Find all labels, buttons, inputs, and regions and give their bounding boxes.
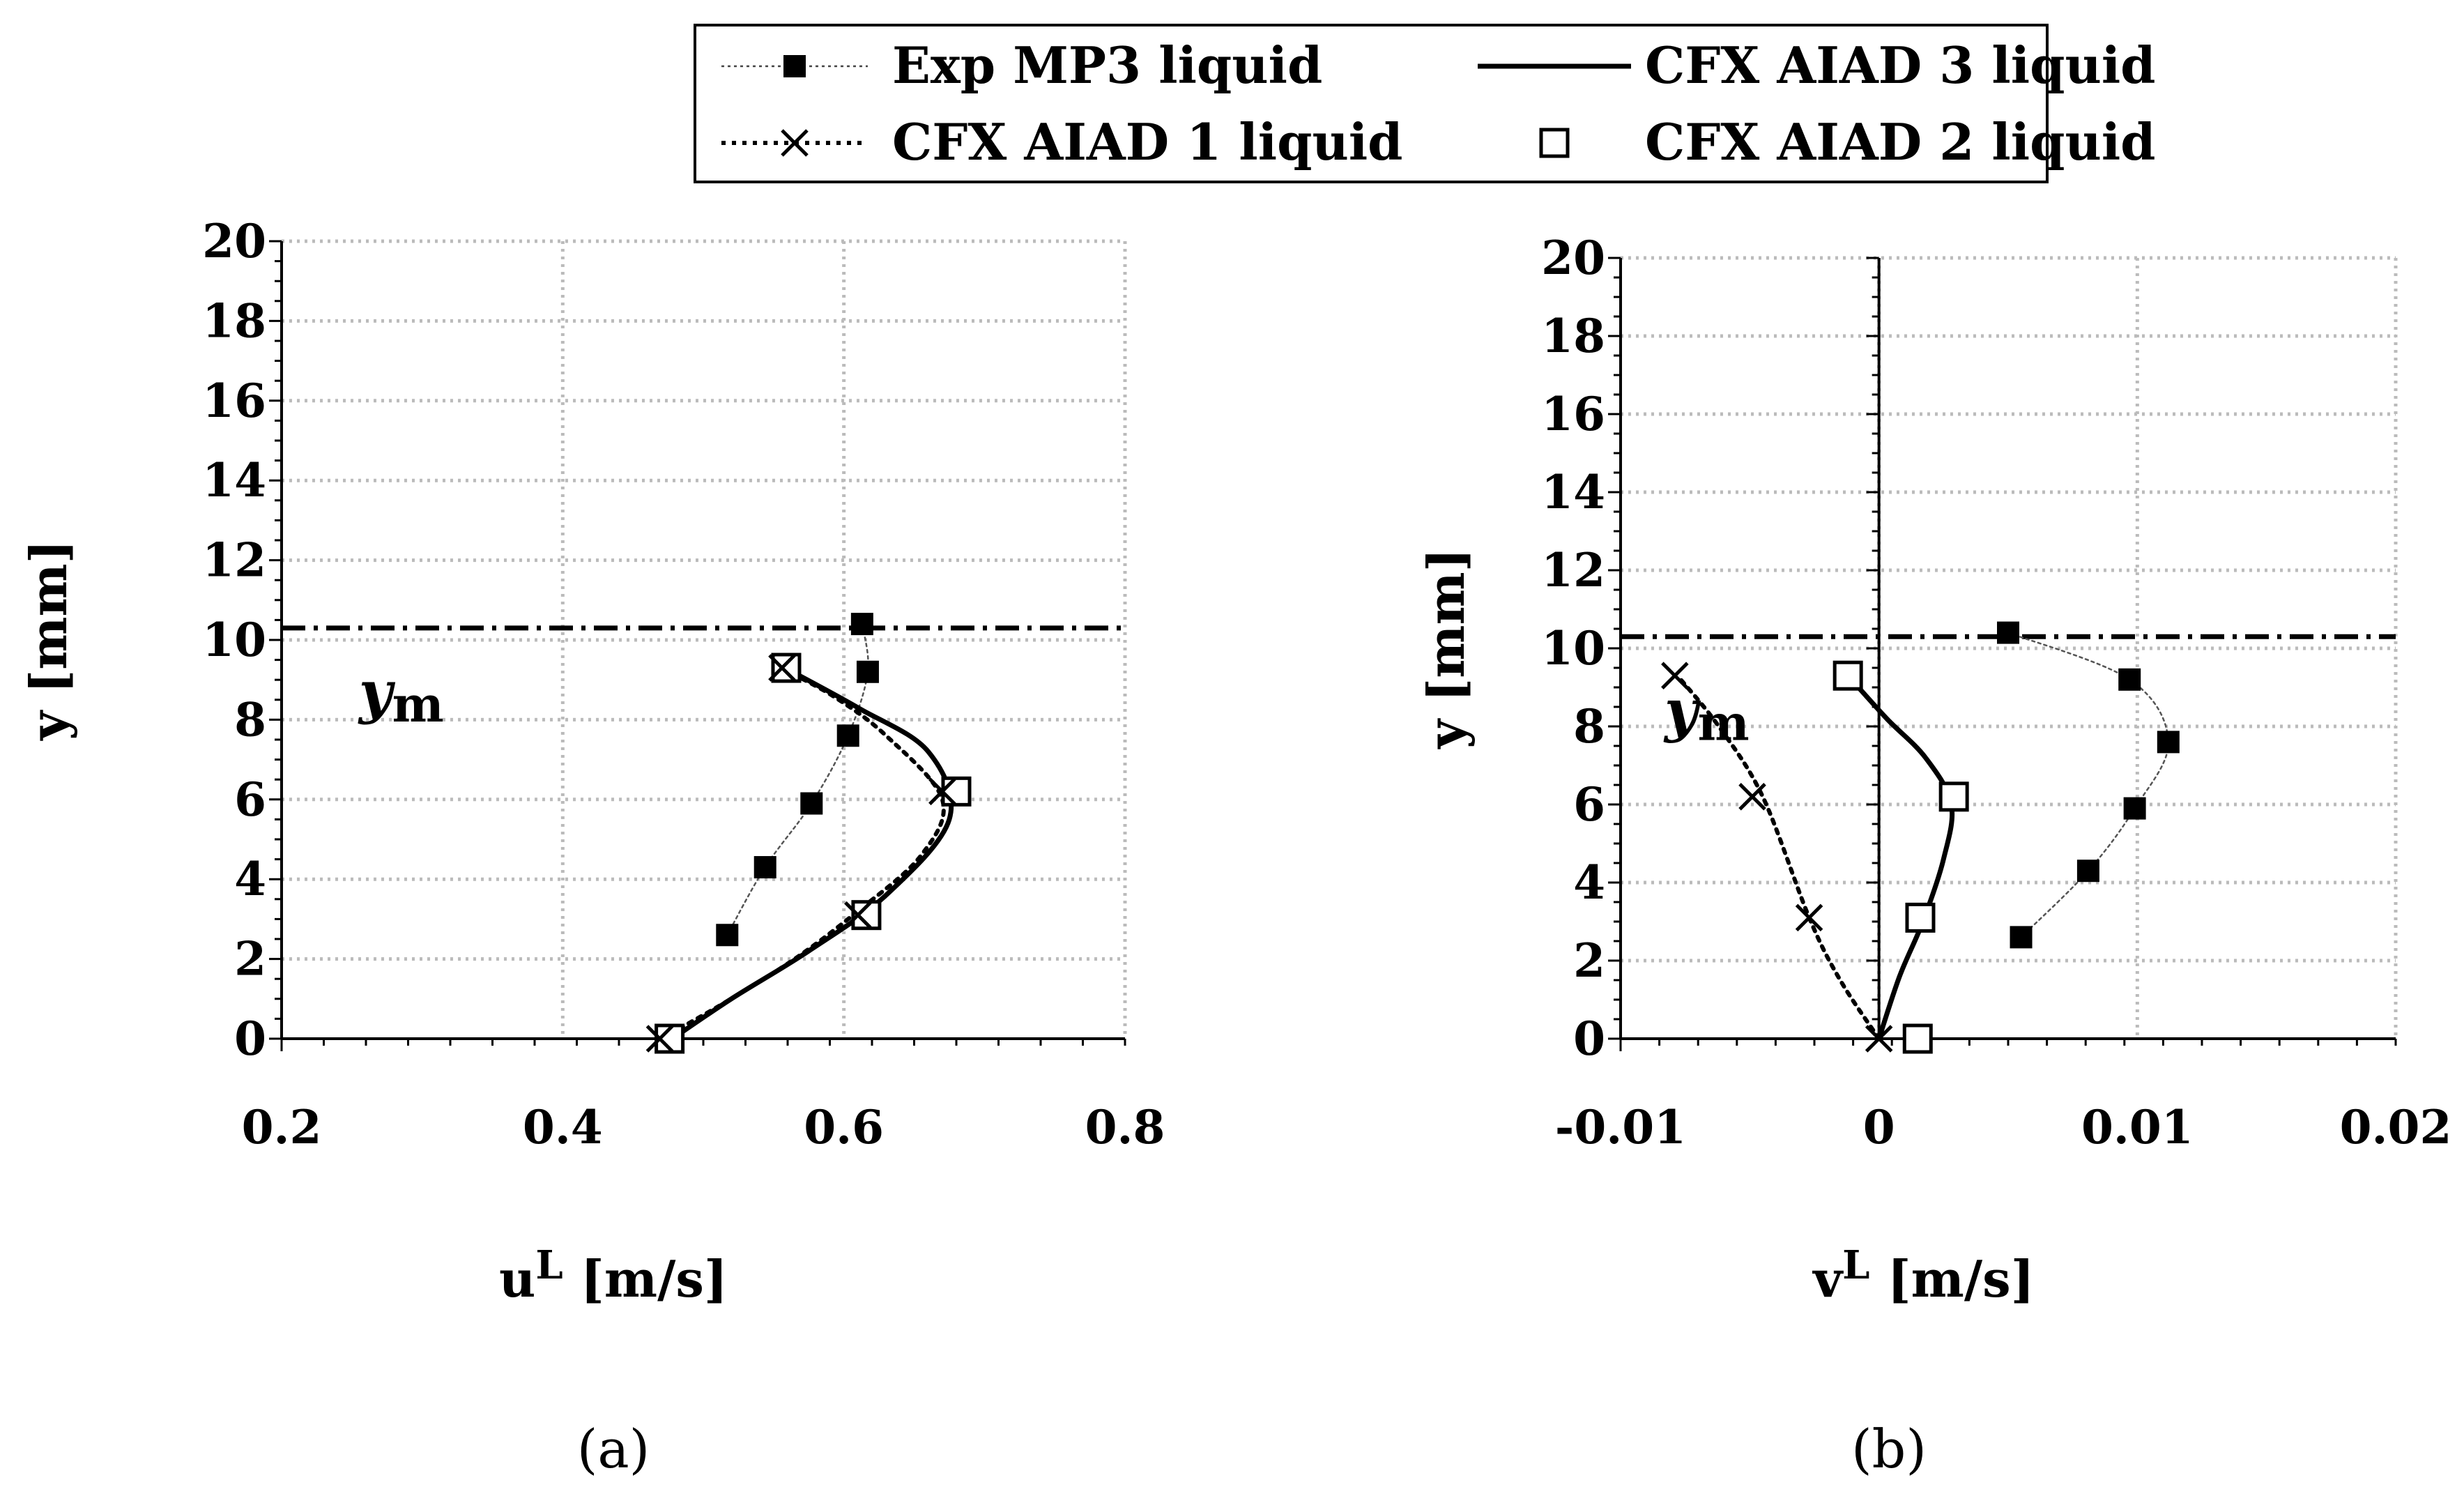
y-tick-label: 14 — [1541, 465, 1605, 519]
series-cfx-aiad-1-liquid-markers-point — [1795, 903, 1823, 932]
series-exp-mp3-liquid-point — [850, 613, 873, 636]
series-exp-mp3-liquid-point — [2157, 731, 2180, 754]
series-exp-mp3-liquid-point — [2010, 926, 2033, 949]
y-axis-title: y [mm] — [19, 540, 78, 740]
y-tick-label: 16 — [202, 374, 266, 428]
series-cfx-aiad-3-liquid-line — [1845, 673, 1955, 1041]
y-tick-label: 12 — [202, 533, 266, 588]
x-tick-label: 0.8 — [1085, 1100, 1165, 1154]
ym-label-sub: m — [1698, 694, 1750, 752]
y-tick-label: 4 — [1573, 855, 1605, 910]
x-tick-label: 0.01 — [2081, 1100, 2194, 1154]
x-tick-label: 0.2 — [242, 1100, 322, 1154]
legend: Exp MP3 liquid CFX AIAD 3 liquid CFX AIAD … — [694, 24, 2156, 183]
ym-label-sub: m — [392, 676, 444, 733]
series-cfx-aiad-1-liquid-line — [1675, 673, 1881, 1041]
y-tick-label: 20 — [1541, 231, 1605, 285]
series-cfx-aiad-2-liquid-point — [1832, 660, 1863, 691]
legend-marker-exp — [783, 55, 806, 77]
series-cfx-aiad-2-liquid-point — [1938, 781, 1969, 812]
series-cfx-aiad-2-liquid-point — [1905, 902, 1936, 933]
y-tick-label: 18 — [202, 293, 266, 348]
x-axis-title-main: u — [499, 1249, 535, 1308]
legend-marker-aiad2 — [1539, 128, 1570, 158]
x-tick-label: 0 — [1863, 1100, 1895, 1154]
y-tick-label: 14 — [202, 453, 266, 507]
y-tick-label: 16 — [1541, 387, 1605, 441]
series-cfx-aiad-1-liquid-markers-point — [844, 901, 872, 929]
series-cfx-aiad-2-liquid-point — [941, 776, 972, 807]
y-tick-label: 18 — [1541, 309, 1605, 363]
x-tick-label: -0.01 — [1555, 1100, 1686, 1154]
series-cfx-aiad-2-liquid-point — [771, 652, 802, 683]
y-tick-label: 0 — [1573, 1012, 1605, 1066]
series-exp-mp3-liquid-point — [800, 792, 823, 815]
y-tick-label: 2 — [234, 932, 266, 986]
legend-frame — [694, 24, 2049, 183]
legend-label-exp: Exp MP3 liquid — [892, 36, 1322, 95]
legend-marker-aiad1 — [781, 129, 809, 157]
y-tick-label: 0 — [234, 1012, 266, 1066]
series-exp-mp3-liquid-point — [836, 724, 859, 747]
y-tick-label: 2 — [1573, 933, 1605, 988]
y-tick-label: 4 — [234, 852, 266, 906]
series-exp-mp3-liquid-point — [1997, 621, 2019, 644]
series-exp-mp3-liquid-point — [2123, 797, 2146, 820]
x-axis-title-sup: L — [535, 1242, 563, 1288]
legend-label-aiad3: CFX AIAD 3 liquid — [1645, 36, 2156, 95]
series-exp-mp3-liquid-line — [2007, 632, 2170, 938]
x-tick-label: 0.4 — [523, 1100, 603, 1154]
y-tick-label: 8 — [1573, 699, 1605, 754]
x-axis-title-unit: [m/s] — [1870, 1249, 2035, 1308]
panel-label: (b) — [1851, 1418, 1927, 1480]
x-tick-label: 0.6 — [804, 1100, 884, 1154]
ym-label: ym — [1663, 678, 1750, 752]
series-exp-mp3-liquid-point — [2118, 668, 2141, 691]
ym-label: ym — [358, 659, 444, 733]
series-cfx-aiad-1-liquid-markers-point — [1738, 783, 1766, 811]
series-exp-mp3-liquid-point — [2076, 860, 2099, 883]
series-cfx-aiad-2-liquid-point — [1902, 1023, 1933, 1054]
series-exp-mp3-liquid-point — [856, 660, 879, 683]
series-cfx-aiad-1-liquid-line — [659, 666, 946, 1041]
x-axis-title-main: v — [1812, 1249, 1844, 1308]
y-tick-label: 8 — [234, 692, 266, 747]
chart-panel-b: 0 2 4 6 8 10 12 14 16 18 20 -0.01 0 0.01 0.02 y [mm] vL … — [1416, 231, 2451, 1480]
ym-label-main: y — [1663, 678, 1701, 745]
y-tick-label: 10 — [202, 613, 266, 667]
y-tick-label: 12 — [1541, 543, 1605, 597]
x-axis-title: vL [m/s] — [1812, 1242, 2034, 1308]
y-tick-label: 6 — [234, 772, 266, 827]
legend-label-aiad1: CFX AIAD 1 liquid — [892, 112, 1403, 171]
y-axis-title: y [mm] — [1416, 548, 1476, 749]
series-cfx-aiad-3-liquid-line — [670, 665, 954, 1041]
y-tick-label: 6 — [1573, 777, 1605, 832]
y-tick-label: 10 — [1541, 621, 1605, 676]
legend-label-aiad2: CFX AIAD 2 liquid — [1645, 112, 2156, 171]
x-axis-title-unit: [m/s] — [563, 1249, 728, 1308]
series-cfx-aiad-1-liquid-markers-point — [768, 654, 796, 682]
y-tick-label: 20 — [202, 214, 266, 268]
series-cfx-aiad-1-liquid-markers-point — [1661, 662, 1689, 689]
panel-label: (a) — [577, 1418, 650, 1480]
x-tick-label: 0.02 — [2340, 1100, 2452, 1154]
x-axis-title-sup: L — [1842, 1242, 1869, 1288]
series-exp-mp3-liquid-point — [716, 924, 739, 947]
series-cfx-aiad-1-liquid-markers-point — [1865, 1025, 1893, 1053]
series-cfx-aiad-1-liquid-markers-point — [645, 1025, 674, 1053]
chart-panel-a: 0 2 4 6 8 10 12 14 16 18 20 0.2 0.4 0.6 0.8 y [mm] uL [m… — [19, 214, 1165, 1480]
series-cfx-aiad-1-liquid-markers-point — [928, 777, 956, 806]
ym-label-main: y — [358, 659, 396, 726]
series-exp-mp3-liquid-point — [753, 856, 776, 879]
x-axis-title: uL [m/s] — [499, 1242, 728, 1308]
